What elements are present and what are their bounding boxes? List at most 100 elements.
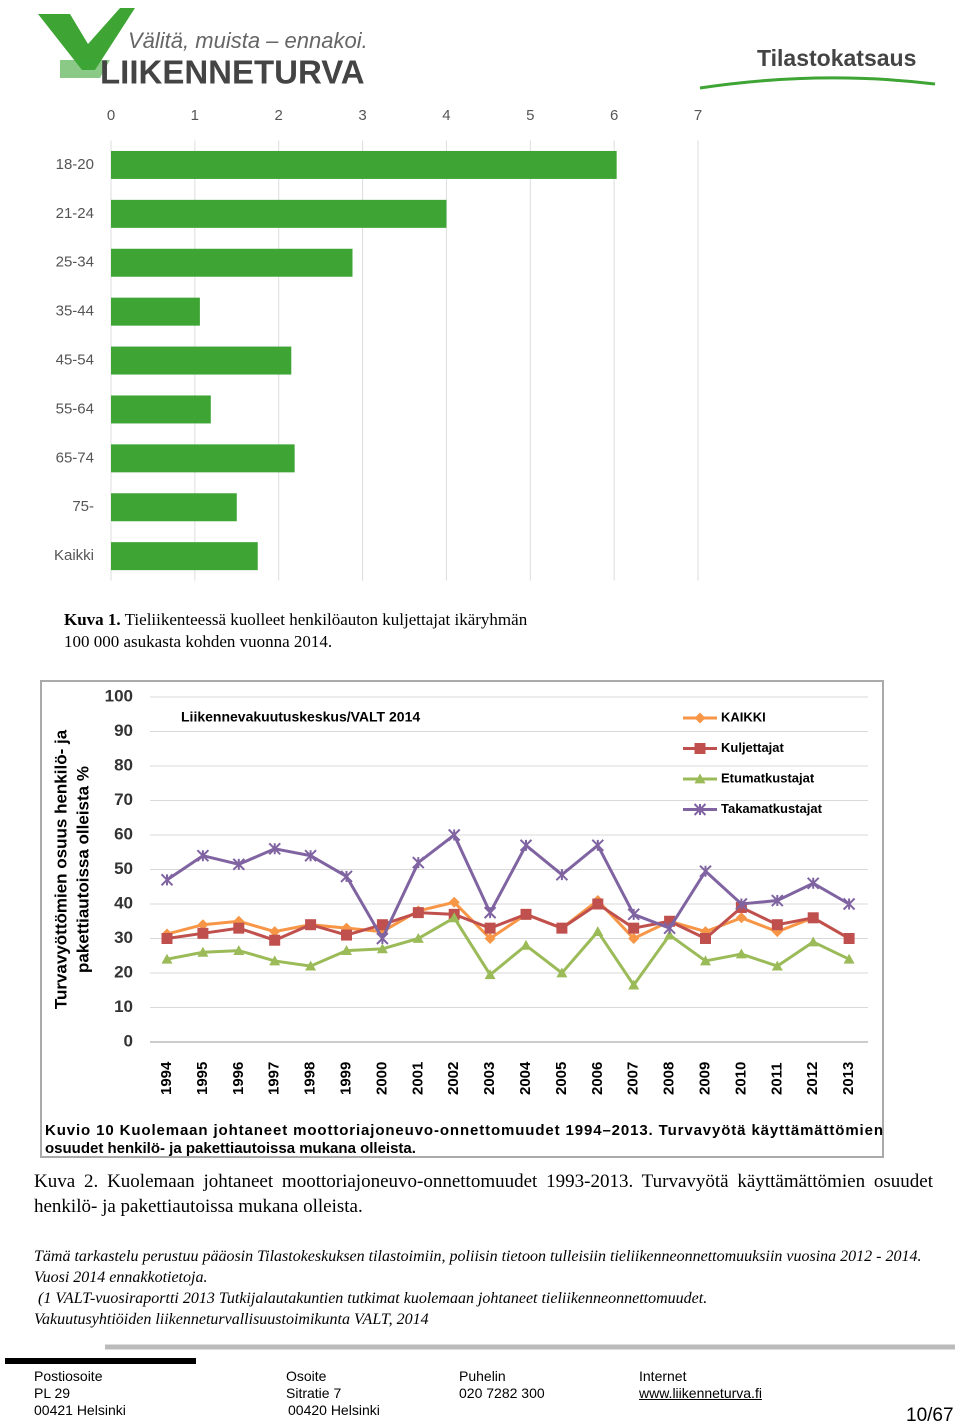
y-tick-label: 25-34	[56, 254, 94, 271]
note: Vakuutusyhtiöiden liikenneturvallisuusto…	[34, 1311, 429, 1328]
footer-text: PL 29	[34, 1385, 71, 1401]
bar	[111, 297, 200, 326]
x-tick-label: 2003	[481, 1062, 498, 1095]
point	[807, 936, 819, 947]
x-tick-label: 2	[275, 107, 283, 124]
footer-column: Postiosoite PL 29 00421 Helsinki	[34, 1368, 126, 1419]
point	[627, 908, 640, 921]
footer-text: Sitratie 7	[286, 1385, 342, 1401]
x-tick-label: 1996	[230, 1062, 247, 1095]
footer-column: Internet www.liikenneturva.fi	[639, 1368, 762, 1402]
y-axis-label: pakettiautoissa olleista %	[73, 766, 92, 973]
bar	[111, 199, 447, 228]
y-tick-label: 20	[114, 962, 133, 981]
point	[448, 896, 460, 908]
x-tick-label: 2006	[589, 1062, 606, 1095]
point	[197, 946, 209, 957]
y-tick-label: 45-54	[56, 352, 94, 369]
chart-caption: osuudet henkilö- ja pakettiautoissa muka…	[45, 1140, 416, 1157]
footer-rule	[5, 1344, 955, 1364]
point	[771, 926, 783, 938]
y-tick-label: 100	[105, 686, 133, 705]
point	[412, 933, 424, 943]
x-tick-label: 2010	[732, 1062, 749, 1095]
point	[628, 979, 640, 990]
x-tick-label: 3	[358, 107, 366, 124]
footer-text: Postiosoite	[34, 1368, 103, 1384]
legend-label: Etumatkustajat	[721, 770, 815, 785]
footer-text: Puhelin	[459, 1368, 506, 1384]
point	[592, 926, 604, 936]
footer-link[interactable]: www.liikenneturva.fi	[639, 1385, 762, 1401]
x-tick-label: 2009	[696, 1062, 713, 1095]
x-tick-label: 2008	[661, 1062, 678, 1095]
point	[693, 803, 707, 816]
point	[412, 907, 424, 919]
figure-caption: Kuva 2. Kuolemaan johtaneet moottoriajon…	[34, 1169, 933, 1219]
chart-title: Liikennevakuutuskeskus/VALT 2014	[181, 709, 420, 725]
bar	[111, 346, 292, 375]
point	[305, 960, 317, 971]
bar	[111, 444, 295, 473]
x-tick-label: 2005	[553, 1062, 570, 1095]
series-line	[166, 902, 850, 942]
point	[735, 948, 747, 959]
point	[556, 967, 568, 978]
y-tick-label: 50	[114, 859, 133, 878]
point	[269, 934, 281, 946]
point	[663, 921, 676, 935]
point	[694, 712, 706, 724]
footer-text: 020 7282 300	[459, 1385, 545, 1401]
brand: LIIKENNETURVA	[100, 54, 365, 91]
bar	[111, 150, 617, 179]
bar	[111, 395, 211, 424]
y-tick-label: 60	[114, 824, 133, 843]
point	[376, 919, 388, 931]
point	[694, 743, 706, 754]
point	[161, 933, 173, 944]
point	[735, 897, 748, 911]
x-tick-label: 1998	[302, 1062, 319, 1095]
x-tick-label: 2007	[625, 1062, 642, 1095]
y-tick-label: 35-44	[56, 303, 94, 320]
logo-mark	[60, 60, 110, 78]
line-chart: 0 10 20 30 40 50 60 70 80 90 100 Turvavyöttömien os…	[40, 680, 884, 1158]
series-line	[166, 898, 850, 941]
x-tick-label: 1997	[266, 1062, 283, 1095]
point	[233, 945, 245, 955]
bar	[111, 542, 258, 571]
legend-label: Takamatkustajat	[721, 801, 823, 816]
point	[269, 926, 281, 938]
header: Välitä, muista – ennakoi. LIIKENNETURVA …	[38, 8, 936, 91]
point	[232, 858, 246, 871]
point	[771, 919, 783, 931]
caption-label: Kuva 2.	[34, 1171, 99, 1192]
footer-text: 00421 Helsinki	[34, 1402, 126, 1418]
y-tick-label: 18-20	[56, 156, 94, 173]
note: Tämä tarkastelu perustuu pääosin Tilasto…	[34, 1248, 922, 1286]
y-tick-label: 65-74	[56, 449, 94, 466]
page-number: 10/67	[906, 1405, 954, 1426]
y-tick-label: Kaikki	[54, 547, 94, 564]
series-line	[166, 832, 850, 942]
point	[447, 828, 461, 842]
point	[771, 894, 784, 907]
point	[556, 922, 568, 934]
header-swoosh	[699, 76, 936, 90]
point	[555, 868, 569, 881]
tagline: Välitä, muista – ennakoi.	[128, 28, 368, 53]
bar	[111, 248, 353, 277]
y-tick-label: 10	[114, 997, 133, 1016]
x-tick-label: 1	[191, 107, 199, 124]
point	[694, 773, 706, 784]
y-axis-label: Turvavyöttömien osuus henkilö- ja	[51, 729, 70, 1009]
x-tick-label: 2012	[804, 1062, 821, 1095]
legend-label: Kuljettajat	[721, 740, 785, 755]
figure-caption: Kuva 1. Tieliikenteessä kuolleet henkilö…	[64, 609, 534, 653]
point	[376, 932, 389, 945]
point	[304, 849, 317, 862]
x-tick-label: 1994	[158, 1061, 175, 1095]
y-tick-label: 55-64	[56, 400, 94, 417]
point	[268, 842, 281, 856]
footer-text: 00420 Helsinki	[288, 1402, 380, 1418]
